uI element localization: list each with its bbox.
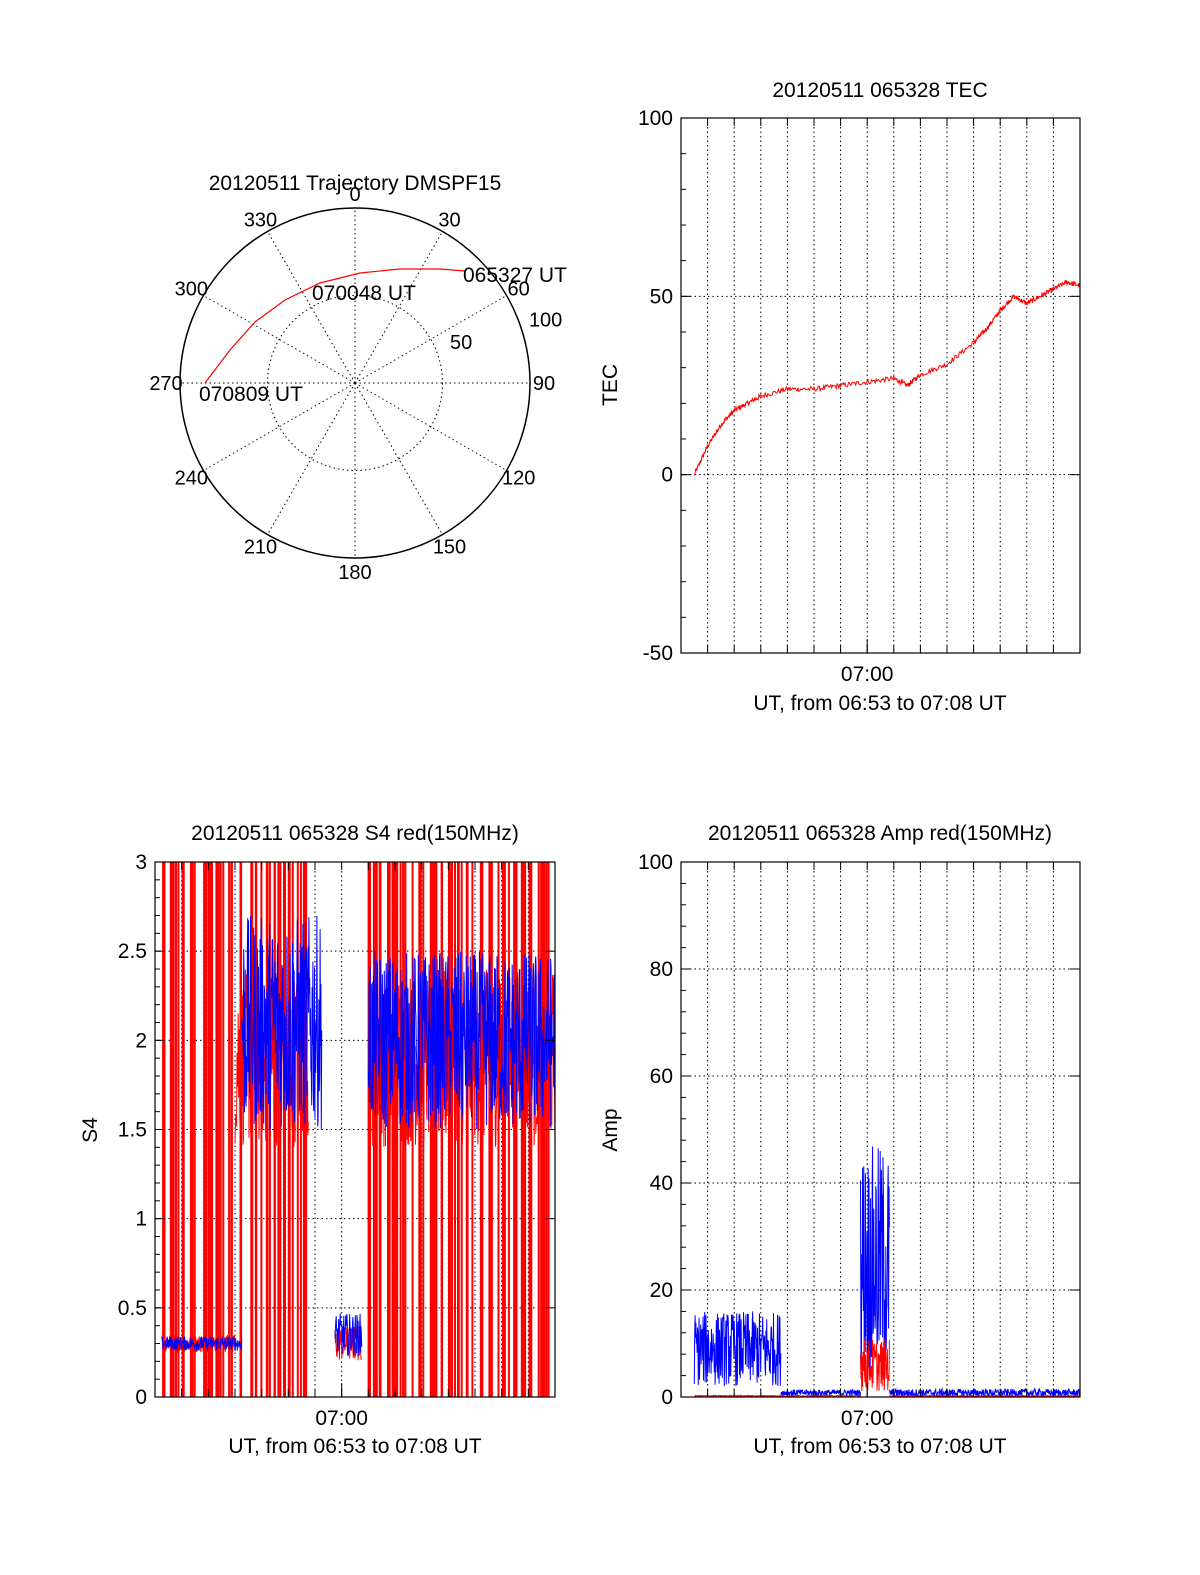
- y-tick-label: 0.5: [118, 1297, 147, 1320]
- polar-angle-label: 150: [433, 537, 466, 559]
- amp-title: 20120511 065328 Amp red(150MHz): [708, 822, 1052, 845]
- polar-radial-label: 50: [450, 332, 472, 354]
- polar-spoke: [354, 231, 443, 384]
- amp-plot-frame: [680, 861, 1081, 1398]
- s4-ticks: 3 2.5 2 1.5 1 0.5 0 07:00: [118, 851, 555, 1430]
- blue-series-line: [241, 915, 323, 1130]
- s4-ylabel: S4: [79, 1117, 102, 1143]
- polar-angle-label: 90: [533, 373, 555, 395]
- blue-series-line: [161, 1336, 243, 1352]
- polar-angle-label: 330: [244, 209, 277, 231]
- red-series-line: [693, 1394, 861, 1397]
- y-tick-label: 2: [135, 1029, 147, 1052]
- red-series-line: [889, 1394, 1080, 1397]
- trajectory-path: [204, 268, 466, 384]
- polar-angle-label: 240: [175, 468, 208, 490]
- polar-angle-labels: 0 30 60 90 120 150 180 210 240 270 300 330 50 100: [149, 184, 562, 584]
- y-tick-label: 50: [650, 285, 673, 308]
- y-tick-label: 80: [650, 958, 673, 981]
- trajectory-annotation: 065327 UT: [463, 264, 567, 287]
- amp-ylabel: Amp: [599, 1108, 622, 1151]
- x-tick-label: 07:00: [315, 1407, 368, 1430]
- blue-series-line: [367, 951, 555, 1130]
- polar-angle-label: 270: [149, 373, 182, 395]
- blue-series-line: [888, 1387, 1080, 1397]
- amp-xlabel: UT, from 06:53 to 07:08 UT: [753, 1435, 1006, 1458]
- polar-angle-label: 120: [502, 468, 535, 490]
- blue-series-line: [334, 1313, 363, 1356]
- polar-trajectory-chart: 20120511 Trajectory DMSPF15 0 30 60 90 120 15…: [149, 172, 567, 584]
- y-tick-label: 1: [135, 1208, 147, 1231]
- s4-xlabel: UT, from 06:53 to 07:08 UT: [228, 1435, 481, 1458]
- polar-outer-circle: [179, 207, 531, 559]
- s4-title: 20120511 065328 S4 red(150MHz): [191, 822, 519, 845]
- blue-series-line: [780, 1388, 861, 1397]
- y-tick-label: 0: [661, 464, 673, 487]
- y-tick-label: 0: [661, 1386, 673, 1409]
- y-tick-label: 40: [650, 1172, 673, 1195]
- tec-grid: [681, 118, 1080, 653]
- trajectory-line: [204, 268, 466, 384]
- y-tick-label: 100: [638, 851, 673, 874]
- polar-angle-label: 60: [508, 279, 530, 301]
- tec-ticks: 100 50 0 -50 07:00: [638, 107, 1080, 686]
- tec-xlabel: UT, from 06:53 to 07:08 UT: [753, 692, 1006, 715]
- y-tick-label: 0: [135, 1386, 147, 1409]
- x-tick-label: 07:00: [841, 663, 894, 686]
- y-tick-label: 3: [135, 851, 147, 874]
- tec-series: [693, 279, 1081, 477]
- y-tick-label: 1.5: [118, 1119, 147, 1142]
- polar-spoke: [354, 295, 507, 384]
- tec-chart: 20120511 065328 TEC 100 50 0 -50 07:00 TEC U…: [599, 79, 1081, 715]
- trajectory-annotation: 070048 UT: [312, 282, 416, 305]
- y-tick-label: 60: [650, 1065, 673, 1088]
- polar-angle-label: 210: [244, 537, 277, 559]
- s4-series: [161, 862, 555, 1397]
- polar-angle-label: 0: [349, 184, 360, 206]
- trajectory-annotations: 065327 UT 070048 UT 070809 UT: [199, 264, 567, 406]
- blue-series-line: [860, 1146, 890, 1378]
- amp-chart: 20120511 065328 Amp red(150MHz) 100 80 60 4…: [599, 822, 1081, 1458]
- amp-ticks: 100 80 60 40 20 0 07:00: [638, 851, 1080, 1430]
- y-tick-label: 20: [650, 1279, 673, 1302]
- x-tick-label: 07:00: [841, 1407, 894, 1430]
- polar-angle-label: 300: [175, 279, 208, 301]
- polar-radial-label: 100: [529, 310, 562, 332]
- tec-line: [693, 279, 1081, 477]
- polar-angle-label: 30: [438, 209, 460, 231]
- polar-ring: [267, 295, 443, 471]
- y-tick-label: 100: [638, 107, 673, 130]
- trajectory-annotation: 070809 UT: [199, 383, 303, 406]
- tec-plot-frame: [680, 117, 1081, 654]
- amp-series: [693, 1146, 1080, 1397]
- red-series-line: [860, 1338, 890, 1392]
- polar-grid: [179, 207, 531, 559]
- polar-title: 20120511 Trajectory DMSPF15: [209, 172, 502, 195]
- s4-chart: 20120511 065328 S4 red(150MHz) 3 2.5 2 1.5 1…: [79, 822, 556, 1458]
- y-tick-label: 2.5: [118, 940, 147, 963]
- y-tick-label: -50: [643, 642, 673, 665]
- tec-title: 20120511 065328 TEC: [772, 79, 987, 102]
- blue-series-line: [693, 1311, 782, 1387]
- tec-ylabel: TEC: [599, 364, 622, 406]
- polar-angle-label: 180: [338, 562, 371, 584]
